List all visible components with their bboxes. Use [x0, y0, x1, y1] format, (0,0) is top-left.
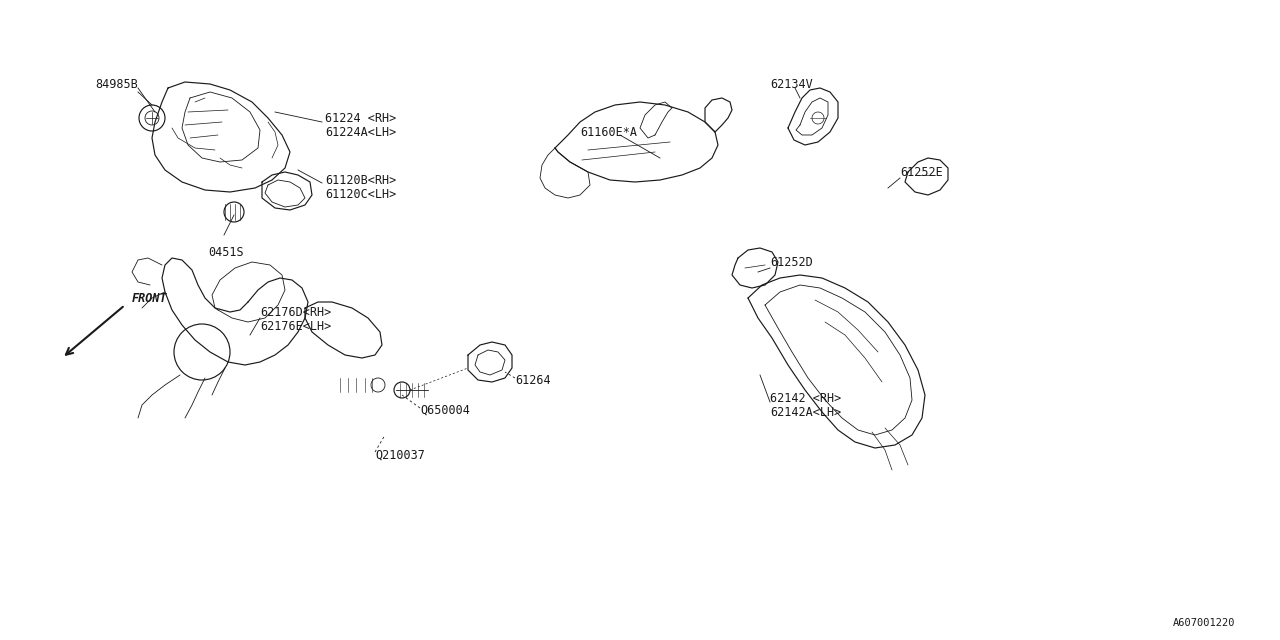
Text: 0451S: 0451S	[207, 246, 243, 259]
Text: Q210037: Q210037	[375, 449, 425, 461]
Text: 62176E<LH>: 62176E<LH>	[260, 319, 332, 333]
Text: 61252D: 61252D	[771, 255, 813, 269]
Text: 62142 <RH>: 62142 <RH>	[771, 392, 841, 404]
Text: 61120C<LH>: 61120C<LH>	[325, 188, 397, 200]
Text: A607001220: A607001220	[1172, 618, 1235, 628]
Text: 62176D<RH>: 62176D<RH>	[260, 305, 332, 319]
Text: 84985B: 84985B	[95, 79, 138, 92]
Text: 61252E: 61252E	[900, 166, 943, 179]
Text: Q650004: Q650004	[420, 403, 470, 417]
Text: 61224 <RH>: 61224 <RH>	[325, 111, 397, 125]
Text: 61224A<LH>: 61224A<LH>	[325, 125, 397, 138]
Text: 62142A<LH>: 62142A<LH>	[771, 406, 841, 419]
Text: 61120B<RH>: 61120B<RH>	[325, 173, 397, 186]
Text: FRONT: FRONT	[132, 291, 168, 305]
Text: 62134V: 62134V	[771, 79, 813, 92]
Text: 61160E*A: 61160E*A	[580, 125, 637, 138]
Text: 61264: 61264	[515, 374, 550, 387]
